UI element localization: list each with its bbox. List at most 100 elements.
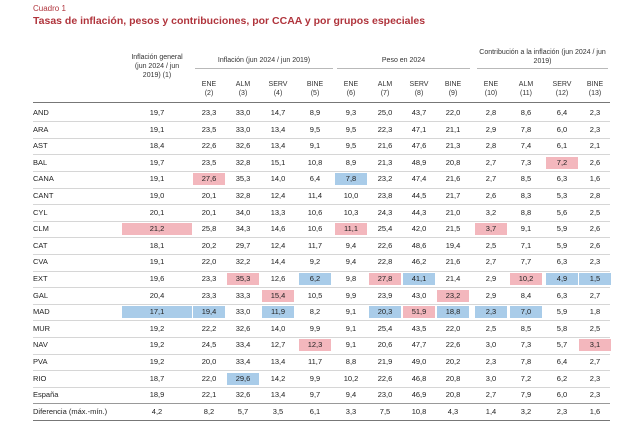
table-cell: 32,2 [235,257,251,267]
row-label: CAT [33,240,48,250]
table-cell: 2,3 [589,124,601,134]
table-cell: 2,9 [485,274,497,283]
table-cell: 27,6 [193,173,225,186]
table-cell: 20,6 [377,340,393,350]
table-cell: 20,8 [445,157,461,167]
table-cell: 1,6 [589,174,601,184]
table-cell: 6,1 [556,141,568,151]
row-divider [33,370,610,372]
table-cell: 18,8 [437,306,469,319]
table-row: AST 18,4 22,6 32,6 13,4 9,1 9,5 21,6 47,6 21,3 2,8… [33,138,610,154]
row-label: PVA [33,357,48,366]
table-cell: 29,6 [227,372,259,385]
table-cell: 21,0 [445,207,461,217]
table-cell: 14,4 [270,257,286,267]
table-cell: 3,0 [485,340,497,350]
table-cell: 3,7 [475,223,507,236]
table-cell: 21,6 [377,141,393,151]
table-caption-label: Cuadro 1 [33,4,66,13]
table-cell: 6,4 [309,174,321,184]
row-label: CANA [33,174,54,184]
table-cell: 20,2 [445,357,461,366]
table-cell: 10,3 [343,207,359,217]
table-cell: 2,8 [485,141,497,151]
table-row: CYL 20,1 20,1 34,0 13,3 10,6 10,3 24,3 44,3 21,0 3… [33,205,610,221]
row-divider [33,253,610,255]
table-cell: 23,5 [201,157,217,167]
column-header-number: (13) [588,90,602,97]
table-caption-title: Tasas de inflación, pesos y contribucion… [33,15,426,27]
column-header-bine: BINE [444,81,462,88]
row-label: GAL [33,290,49,300]
table-cell: 3,2 [485,207,497,217]
table-cell: 9,4 [345,240,357,250]
table-cell: 21,9 [377,357,393,366]
table-cell: 13,4 [270,390,286,400]
row-label: CYL [33,207,48,217]
table-cell: 29,7 [235,240,251,250]
table-cell: 3,2 [520,406,532,416]
table-cell: 6,3 [556,174,568,184]
table-cell: 10,0 [343,191,359,200]
table-cell: 10,8 [411,406,427,416]
table-cell: 5,7 [237,406,249,416]
table-cell: 8,9 [345,157,357,167]
table-cell: 12,4 [270,240,286,250]
row-label: MAD [33,307,50,317]
row-label: AST [33,141,48,151]
row-label: EXT [33,274,48,283]
table-cell: 18,7 [149,373,165,383]
table-cell: 15,4 [262,289,294,302]
table-cell: 13,4 [270,141,286,151]
table-cell: 18,4 [149,141,165,151]
table-cell: 12,6 [270,274,286,283]
table-cell: 2,9 [485,124,497,134]
table-cell: 19,1 [149,257,165,267]
table-cell: 43,5 [411,323,427,333]
table-cell: 34,3 [235,224,251,234]
table-cell: 15,1 [270,157,286,167]
table-cell: 2,6 [589,224,601,234]
table-cell: 9,4 [345,390,357,400]
table-cell: 9,3 [345,108,357,117]
table-cell: 32,6 [235,141,251,151]
table-cell: 44,3 [411,207,427,217]
table-cell: 8,6 [520,108,532,117]
table-cell: 12,3 [299,339,331,352]
table-cell: 9,5 [345,124,357,134]
header-divider [33,102,610,103]
table-cell: 23,2 [437,289,469,302]
table-cell: 2,6 [485,191,497,200]
table-cell: 9,5 [345,141,357,151]
table-cell: 47,4 [411,174,427,184]
table-cell: 49,0 [411,357,427,366]
table-cell: 7,2 [520,373,532,383]
table-cell: 5,9 [556,307,568,317]
table-cell: 20,1 [149,207,165,217]
table-cell: 25,8 [201,224,217,234]
table-cell: 9,5 [309,124,321,134]
table-cell: 17,1 [122,306,192,319]
table-cell: 14,2 [270,373,286,383]
column-header-number: (8) [414,90,424,97]
table-cell: 19,6 [149,274,165,283]
table-cell: 9,8 [345,274,357,283]
table-row: BAL 19,7 23,5 32,8 15,1 10,8 8,9 21,3 48,9 20,8 2,… [33,155,610,171]
table-cell: 9,1 [520,224,532,234]
column-header-number: (11) [520,90,532,97]
table-cell: 21,2 [122,223,192,236]
table-cell: 2,7 [589,357,601,366]
table-cell: 48,6 [411,240,427,250]
table-cell: 10,2 [510,273,542,285]
table-cell: 22,0 [445,108,461,117]
table-cell: 33,0 [235,124,251,134]
table-cell: 24,3 [377,207,393,217]
table-cell: 46,2 [411,257,427,267]
table-cell: 25,0 [377,108,393,117]
table-cell: 41,1 [403,273,435,285]
table-cell: 19,0 [149,191,165,200]
table-cell: 2,8 [589,191,601,200]
table-cell: 23,2 [377,174,393,184]
table-cell: 32,6 [235,323,251,333]
table-cell: 35,3 [235,174,251,184]
